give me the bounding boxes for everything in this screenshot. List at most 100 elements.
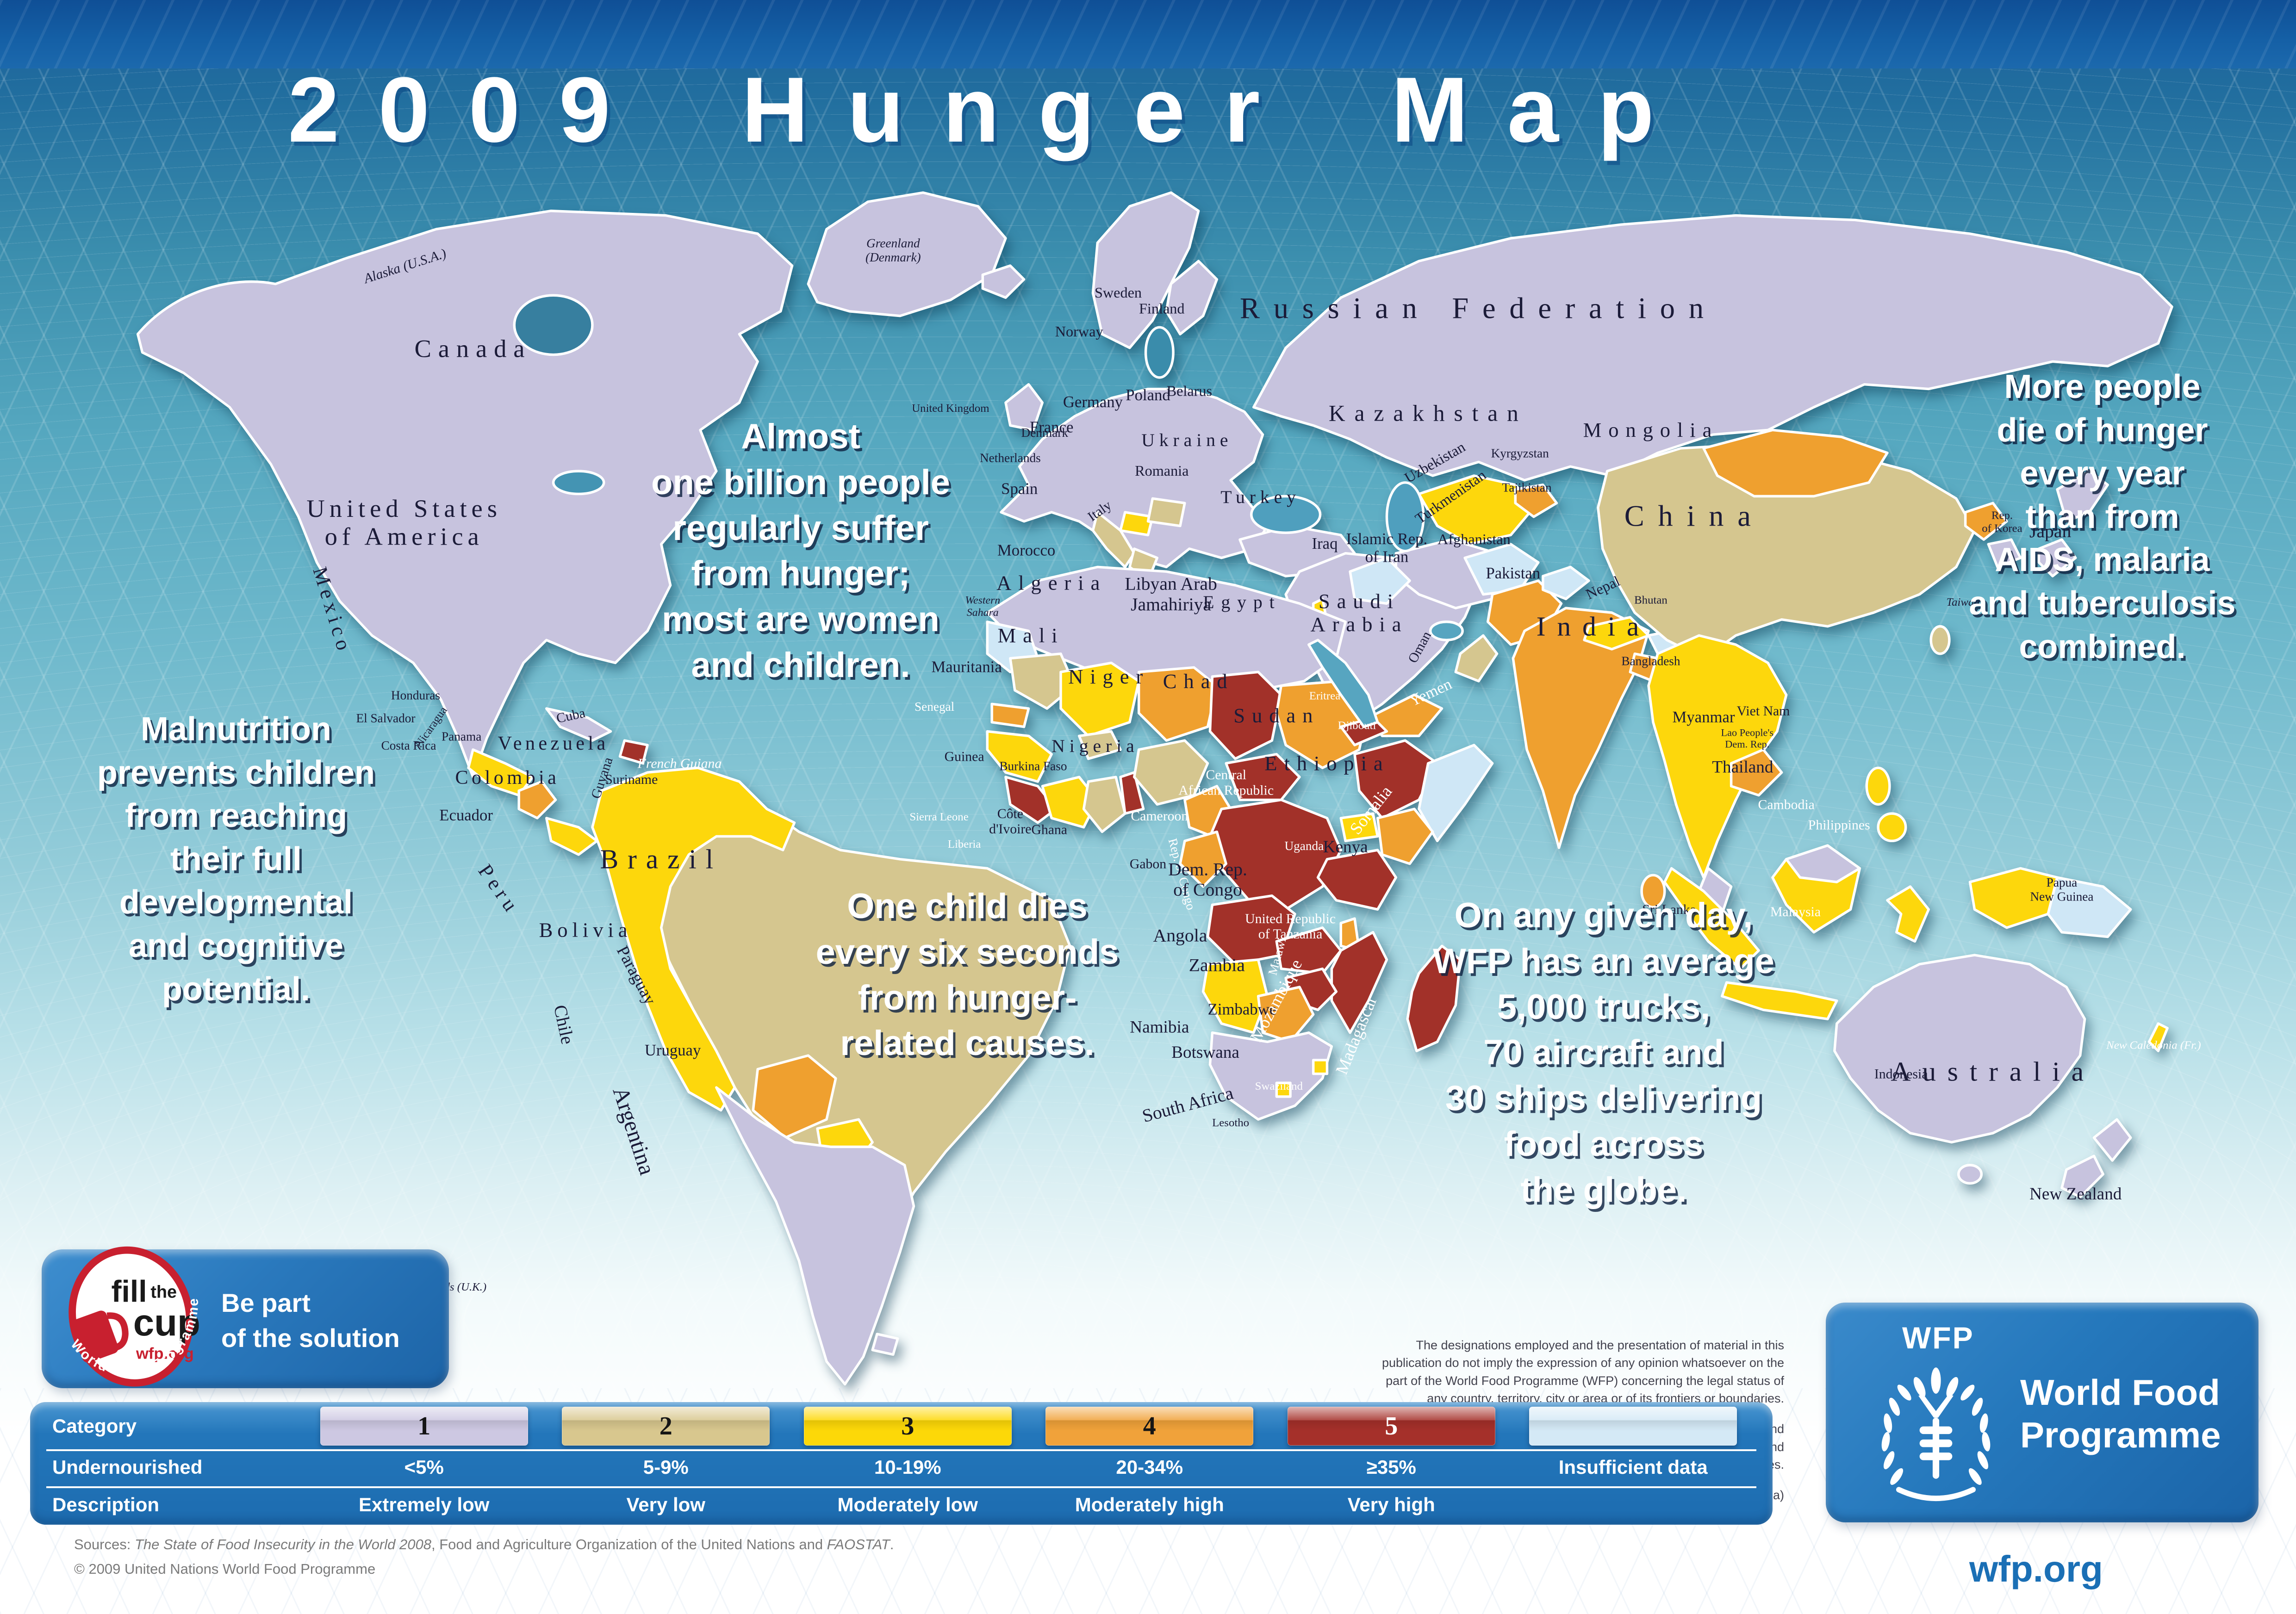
region-senegal: [990, 702, 1030, 728]
map-label: Senegal: [915, 700, 955, 714]
map-label: Thailand: [1712, 757, 1773, 776]
map-label: Guinea: [945, 750, 984, 764]
map-label: Panama: [442, 729, 481, 743]
map-label: Kazakhstan: [1329, 401, 1528, 426]
region-zambia: [1275, 926, 1342, 975]
region-tasmania: [1957, 1164, 1983, 1185]
sources-line-2: © 2009 United Nations World Food Program…: [74, 1561, 376, 1577]
map-label: Chile: [550, 1003, 578, 1046]
region-south-africa: [1208, 1031, 1333, 1121]
region-tanzania: [1316, 849, 1398, 911]
map-label: Mongolia: [1583, 418, 1719, 441]
map-label: Ukraine: [1141, 430, 1232, 450]
baltic-sea: [1144, 326, 1175, 379]
region-southern-cone: [715, 1086, 915, 1386]
map-label: Uganda: [1284, 839, 1324, 853]
map-label: French Guiana: [637, 757, 722, 771]
map-label: Afghanistan: [1437, 531, 1511, 547]
region-iceland: [981, 264, 1026, 299]
legend-swatch-5: 5: [1287, 1407, 1495, 1446]
map-label: Uruguay: [645, 1042, 701, 1059]
map-label: Kenya: [1323, 838, 1368, 857]
red-sea: [1307, 639, 1379, 728]
wfp-wreath-icon: [1881, 1367, 1991, 1502]
map-label: Western Sahara: [965, 594, 1000, 618]
legend-separator-1: [46, 1449, 1756, 1451]
map-label: Ghana: [1031, 823, 1067, 838]
map-label: New Caledonia (Fr.): [2106, 1039, 2201, 1051]
cup-icon: [70, 1310, 129, 1363]
region-sri-lanka: [1640, 874, 1666, 909]
region-somalia: [1418, 744, 1494, 843]
callout-more-people-die: More people die of hunger every year tha…: [1969, 368, 2236, 665]
region-finland: [1165, 260, 1219, 335]
sources-block: Sources: The State of Food Insecurity in…: [74, 1537, 894, 1586]
region-ethiopia: [1353, 739, 1439, 819]
region-russia-kazakhstan: [1252, 214, 2173, 482]
caspian-sea: [1385, 481, 1425, 552]
legend-swatch-insufficient: [1529, 1407, 1737, 1446]
region-swaziland: [1312, 1059, 1329, 1075]
map-label: Nepal: [1583, 572, 1623, 602]
legend-row-label-description: Description: [52, 1494, 160, 1515]
map-label: Zambia: [1189, 955, 1245, 975]
map-label: Malaysia: [1770, 905, 1821, 919]
legend-undernourished-5: ≥35%: [1366, 1456, 1416, 1478]
region-haiti: [618, 739, 649, 765]
hudson-bay: [513, 294, 594, 356]
legend-undernourished-insufficient: Insufficient data: [1558, 1456, 1708, 1478]
map-label: Greenland (Denmark): [865, 236, 921, 264]
map-label: Central African Republic: [1178, 768, 1274, 798]
region-cambodia: [1730, 748, 1783, 797]
region-mozambique: [1330, 931, 1388, 1034]
map-label: Niger: [1068, 665, 1150, 688]
map-label: Lesotho: [1212, 1117, 1249, 1129]
map-label: Zimbabwe: [1208, 1000, 1276, 1018]
callout-one-child-dies: One child dies every six seconds from hu…: [815, 887, 1119, 1063]
map-label: Iraq: [1312, 535, 1338, 552]
legend-swatch-3: 3: [803, 1407, 1012, 1446]
region-mongolia: [1702, 428, 1889, 498]
fill-the-cup-panel: fill the cup wfp.org World Food Programm…: [42, 1246, 449, 1388]
map-label: Liberia: [948, 838, 981, 850]
map-label: Namibia: [1130, 1018, 1189, 1037]
legend-row-label-undernourished: Undernourished: [52, 1456, 203, 1478]
map-label: Bolivia: [539, 919, 632, 942]
map-label: Australia: [1891, 1056, 2095, 1086]
region-mainland-se-asia: [1647, 634, 1788, 879]
map-label: Rep. of Korea: [1982, 509, 2022, 535]
map-label: Pakistan: [1486, 565, 1540, 582]
map-label: Philippines: [1808, 818, 1870, 833]
map-label: Turkey: [1220, 487, 1300, 507]
region-afghanistan: [1463, 543, 1540, 596]
region-tajikistan-kyrgyzstan: [1514, 484, 1558, 518]
map-label: Saudi Arabia: [1311, 590, 1408, 636]
region-nepal: [1583, 616, 1650, 651]
region-oman: [1454, 634, 1499, 683]
map-label: Norway: [1055, 323, 1103, 340]
region-burkina-faso: [1077, 730, 1122, 760]
legend-description-5: Very high: [1347, 1494, 1435, 1515]
map-label: Swaziland: [1255, 1080, 1303, 1093]
map-label: India: [1537, 611, 1650, 641]
map-label: Indonesia: [1874, 1067, 1928, 1081]
map-label: France: [1030, 418, 1073, 436]
map-label: Poland: [1126, 386, 1170, 404]
legend-description-4: Moderately high: [1075, 1494, 1224, 1515]
callout-wfp-logistics: On any given day, WFP has an average 5,0…: [1433, 896, 1774, 1210]
legend-description-1: Extremely low: [359, 1494, 490, 1515]
wfp-name: World Food Programme: [2020, 1372, 2221, 1456]
map-label: Belarus: [1167, 382, 1212, 399]
region-central-african-republic: [1225, 753, 1301, 801]
region-romania-bulgaria: [1146, 497, 1186, 528]
region-bolivia: [752, 1054, 837, 1139]
map-label: Romania: [1135, 462, 1188, 479]
legend-category-row: Category 1 2 3 4 5: [49, 1404, 1754, 1448]
legend-undernourished-1: <5%: [404, 1456, 444, 1478]
header-band: [0, 0, 2296, 68]
map-label: Mali: [998, 624, 1064, 647]
map-label: Argentina: [608, 1084, 660, 1178]
legend-description-row: Description Extremely low Very low Moder…: [49, 1488, 1754, 1521]
